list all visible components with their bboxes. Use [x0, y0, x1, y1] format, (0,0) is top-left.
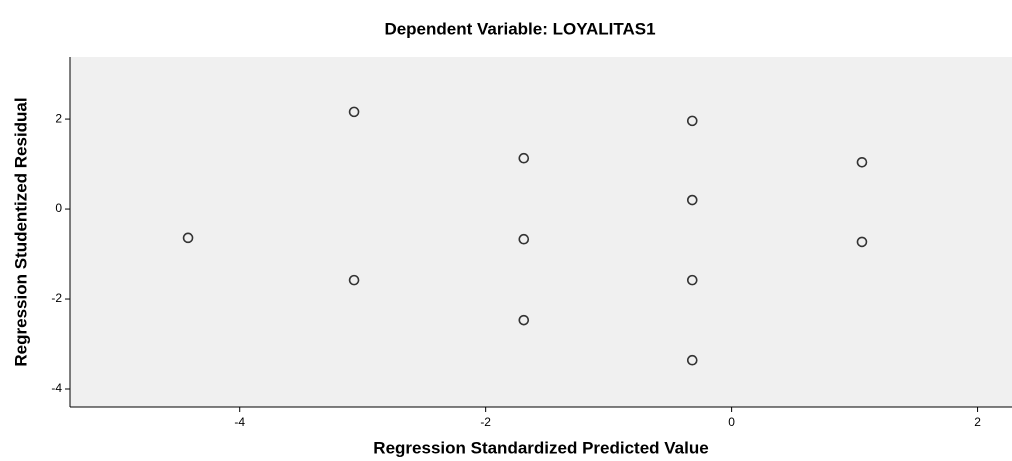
point	[182, 232, 194, 244]
x-tick-label: -2	[480, 415, 491, 429]
point	[686, 115, 698, 127]
y-tick-label: 0	[55, 201, 62, 215]
point	[518, 152, 530, 164]
y-tick-label: -2	[51, 291, 62, 305]
x-tick-label: 2	[974, 415, 981, 429]
y-tick-label: 2	[55, 111, 62, 125]
y-axis-label: Regression Studentized Residual	[11, 97, 30, 366]
point	[518, 314, 530, 326]
point	[686, 194, 698, 206]
point	[856, 236, 868, 248]
point	[856, 156, 868, 168]
point	[348, 106, 360, 118]
point	[686, 274, 698, 286]
y-tick-label: -4	[51, 381, 62, 395]
x-tick-label: 0	[728, 415, 735, 429]
point	[518, 233, 530, 245]
x-tick-label: -4	[234, 415, 245, 429]
chart-title: Dependent Variable: LOYALITAS1	[384, 19, 655, 38]
point	[686, 354, 698, 366]
x-axis-label: Regression Standardized Predicted Value	[373, 438, 708, 457]
plot-background	[70, 57, 1012, 407]
point	[348, 274, 360, 286]
